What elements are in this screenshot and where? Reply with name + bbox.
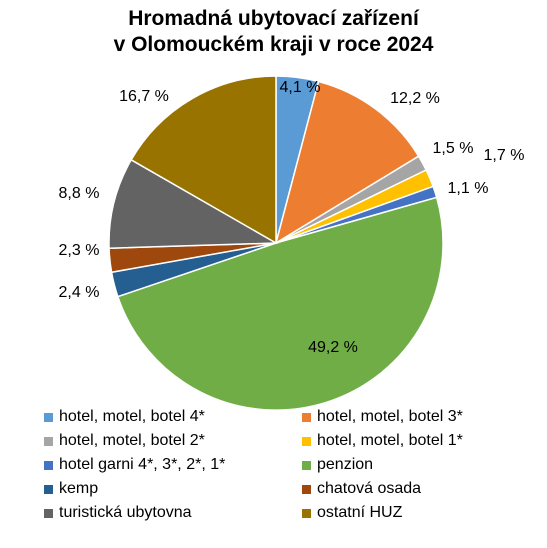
legend-label: penzion [317, 456, 374, 473]
legend-swatch [44, 412, 53, 422]
legend-swatch [44, 460, 53, 470]
data-label-3: 1,5 % [433, 140, 474, 157]
legend-item: ostatní HUZ [302, 502, 402, 524]
legend-item: hotel garni 4*, 3*, 2*, 1* [44, 454, 225, 476]
legend-label: hotel, motel, botel 3* [317, 408, 463, 425]
data-label-2: 12,2 % [390, 90, 440, 107]
pie-slice-10 [130, 75, 277, 245]
data-label-4: 1,7 % [484, 147, 525, 164]
legend-item: hotel, motel, botel 4* [44, 406, 205, 428]
legend-swatch [44, 436, 53, 446]
data-label-10: 16,7 % [119, 88, 169, 105]
data-label-9: 8,8 % [59, 185, 100, 202]
legend-label: kemp [59, 480, 99, 497]
legend-label: hotel, motel, botel 1* [317, 432, 463, 449]
data-label-5: 1,1 % [448, 180, 489, 197]
legend-label: ostatní HUZ [317, 504, 403, 521]
legend-swatch [302, 460, 311, 470]
data-label-8: 2,3 % [59, 242, 100, 259]
legend-label: turistická ubytovna [59, 504, 192, 521]
pie-chart: 4,1 % 12,2 % 1,5 % 1,7 % 1,1 % 49,2 % 2,4 % 2,3… [59, 75, 525, 411]
legend-item: penzion [302, 454, 373, 476]
data-label-1: 4,1 % [280, 79, 321, 96]
pie-slice-9 [108, 158, 279, 250]
data-label-6: 49,2 % [308, 339, 358, 356]
legend-swatch [302, 484, 311, 494]
legend-item: turistická ubytovna [44, 502, 192, 524]
legend-item: kemp [44, 478, 98, 500]
legend-swatch [302, 436, 311, 446]
legend-item: hotel, motel, botel 2* [44, 430, 205, 452]
legend-swatch [302, 412, 311, 422]
legend-label: hotel, motel, botel 4* [59, 408, 205, 425]
data-label-7: 2,4 % [59, 284, 100, 301]
chart-title-line-2: v Olomouckém kraji v roce 2024 [113, 33, 434, 56]
legend-label: chatová osada [317, 480, 422, 497]
legend-item: hotel, motel, botel 3* [302, 406, 463, 428]
legend-swatch [44, 484, 53, 494]
pie-slice-6 [116, 196, 444, 411]
pie-slice-2 [274, 80, 420, 245]
chart-title-line-1: Hromadná ubytovací zařízení [128, 7, 419, 30]
legend-item: hotel, motel, botel 1* [302, 430, 463, 452]
chart-title: Hromadná ubytovací zařízení v Olomouckém… [0, 6, 547, 58]
legend-swatch [302, 508, 311, 518]
legend-label: hotel, motel, botel 2* [59, 432, 205, 449]
legend-swatch [44, 508, 53, 518]
legend-label: hotel garni 4*, 3*, 2*, 1* [59, 456, 226, 473]
legend-item: chatová osada [302, 478, 421, 500]
